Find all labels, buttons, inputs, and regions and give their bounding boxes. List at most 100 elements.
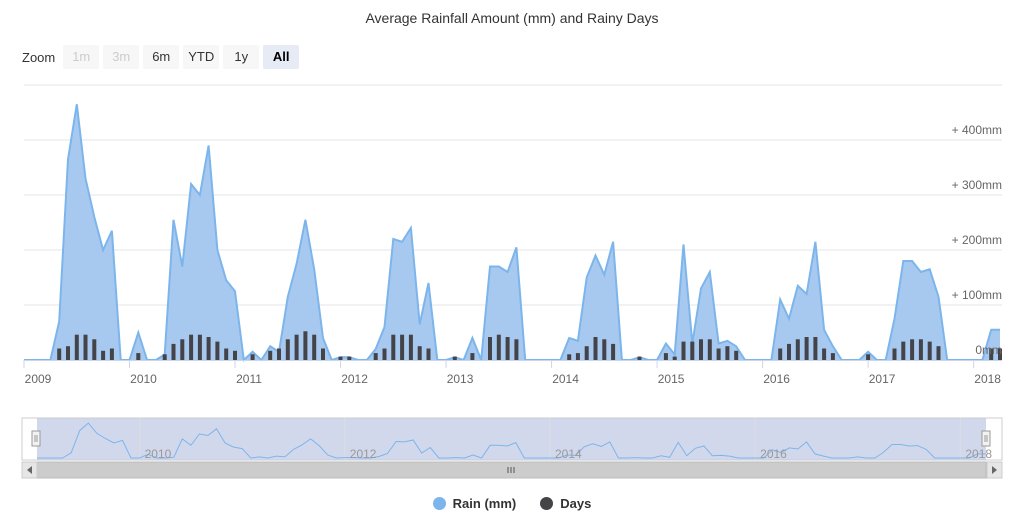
- days-bar[interactable]: [804, 337, 809, 360]
- days-bar[interactable]: [233, 350, 237, 360]
- days-bar[interactable]: [391, 334, 396, 360]
- days-bar[interactable]: [505, 337, 510, 360]
- days-bar[interactable]: [189, 334, 194, 360]
- days-bar[interactable]: [215, 341, 220, 360]
- days-bar[interactable]: [285, 339, 290, 360]
- days-bar[interactable]: [716, 348, 721, 361]
- zoom-1y-button[interactable]: 1y: [223, 45, 260, 69]
- days-bar[interactable]: [277, 348, 281, 361]
- days-bar[interactable]: [690, 341, 695, 360]
- days-bar[interactable]: [778, 348, 783, 361]
- days-bar[interactable]: [136, 353, 141, 360]
- days-bar[interactable]: [813, 337, 818, 360]
- days-bar[interactable]: [830, 353, 835, 360]
- days-bar[interactable]: [162, 354, 167, 361]
- scroll-right-button[interactable]: [986, 461, 1003, 479]
- days-bar[interactable]: [822, 348, 827, 361]
- navigator-tick-label: 2012: [350, 447, 377, 461]
- days-bar[interactable]: [57, 348, 62, 361]
- days-bar[interactable]: [892, 348, 897, 361]
- days-bar[interactable]: [197, 334, 202, 360]
- legend-label-rain: Rain (mm): [452, 496, 517, 511]
- days-bar[interactable]: [312, 334, 317, 360]
- days-bar[interactable]: [672, 356, 677, 360]
- days-bar[interactable]: [303, 331, 308, 360]
- days-bar[interactable]: [795, 339, 800, 360]
- days-bar[interactable]: [514, 339, 519, 360]
- days-bar[interactable]: [734, 350, 739, 360]
- days-bar[interactable]: [338, 356, 343, 360]
- days-bar[interactable]: [989, 348, 994, 361]
- days-bar[interactable]: [408, 334, 413, 360]
- days-bar[interactable]: [699, 339, 703, 360]
- days-bar[interactable]: [866, 354, 871, 361]
- days-legend-marker: [540, 497, 554, 510]
- days-bar[interactable]: [593, 337, 598, 360]
- days-bar[interactable]: [74, 334, 79, 360]
- days-bar[interactable]: [347, 356, 352, 360]
- y-axis: 0mm + 100mm + 200mm + 300mm + 400mm: [952, 123, 1002, 357]
- zoom-3m-button[interactable]: 3m: [103, 45, 140, 69]
- arrow-right-icon: [992, 466, 997, 474]
- days-bar[interactable]: [567, 354, 572, 361]
- days-bar[interactable]: [294, 334, 299, 360]
- y-tick-label: 0mm: [975, 343, 1002, 357]
- navigator-tick-label: 2010: [145, 447, 172, 461]
- days-bar[interactable]: [426, 348, 431, 361]
- days-bar[interactable]: [470, 353, 475, 360]
- days-bar[interactable]: [268, 350, 273, 360]
- x-tick-label: 2010: [130, 372, 157, 386]
- days-bar[interactable]: [171, 343, 176, 360]
- days-bar[interactable]: [224, 348, 229, 361]
- days-bar[interactable]: [452, 356, 457, 360]
- arrow-left-icon: [27, 466, 32, 474]
- days-bar[interactable]: [725, 346, 730, 360]
- navigator-right-handle[interactable]: [981, 430, 991, 447]
- days-bar[interactable]: [637, 356, 642, 360]
- days-bar[interactable]: [92, 339, 97, 360]
- days-bar[interactable]: [109, 348, 114, 361]
- days-bar[interactable]: [417, 346, 422, 360]
- legend-label-days: Days: [560, 496, 592, 511]
- days-bar[interactable]: [488, 337, 492, 360]
- navigator-left-handle[interactable]: [31, 430, 41, 447]
- days-bar[interactable]: [611, 343, 616, 360]
- days-bar[interactable]: [373, 353, 378, 360]
- zoom-1m-button[interactable]: 1m: [63, 45, 100, 69]
- days-bar[interactable]: [918, 339, 923, 360]
- days-bar[interactable]: [382, 348, 387, 361]
- scroll-left-button[interactable]: [21, 461, 38, 479]
- zoom-6m-button[interactable]: 6m: [143, 45, 180, 69]
- days-bar[interactable]: [910, 339, 915, 360]
- days-bar[interactable]: [206, 337, 211, 360]
- x-axis: 2009 2010 2011 2012 2013 2014 2015 2016 2017 2018: [23, 360, 1002, 386]
- days-bar[interactable]: [83, 334, 88, 360]
- navigator-tick-label: 2016: [760, 447, 787, 461]
- scrollbar-grip-icon: [507, 467, 515, 473]
- days-bar[interactable]: [101, 350, 106, 360]
- days-bar[interactable]: [496, 334, 501, 360]
- days-bar[interactable]: [602, 339, 607, 360]
- days-bar[interactable]: [927, 341, 932, 360]
- zoom-all-button[interactable]: All: [263, 45, 300, 69]
- zoom-ytd-button[interactable]: YTD: [183, 45, 220, 69]
- y-tick-label: + 300mm: [952, 178, 1002, 192]
- days-bar[interactable]: [66, 346, 70, 360]
- days-bar[interactable]: [681, 341, 686, 360]
- days-bar[interactable]: [707, 339, 712, 360]
- days-bar[interactable]: [575, 353, 580, 360]
- days-bar[interactable]: [901, 341, 906, 360]
- days-bar[interactable]: [936, 346, 941, 360]
- days-bar[interactable]: [400, 334, 405, 360]
- days-bar[interactable]: [663, 353, 668, 360]
- days-bar[interactable]: [998, 348, 1002, 361]
- navigator-selection[interactable]: [37, 418, 986, 460]
- days-bar[interactable]: [584, 346, 589, 360]
- days-bar[interactable]: [321, 348, 325, 361]
- days-bar[interactable]: [180, 339, 185, 360]
- days-bar[interactable]: [250, 354, 255, 361]
- legend-item-rain[interactable]: Rain (mm): [432, 496, 517, 511]
- days-bar[interactable]: [787, 343, 791, 360]
- days-column-series: [57, 331, 1002, 361]
- legend-item-days[interactable]: Days: [540, 496, 591, 511]
